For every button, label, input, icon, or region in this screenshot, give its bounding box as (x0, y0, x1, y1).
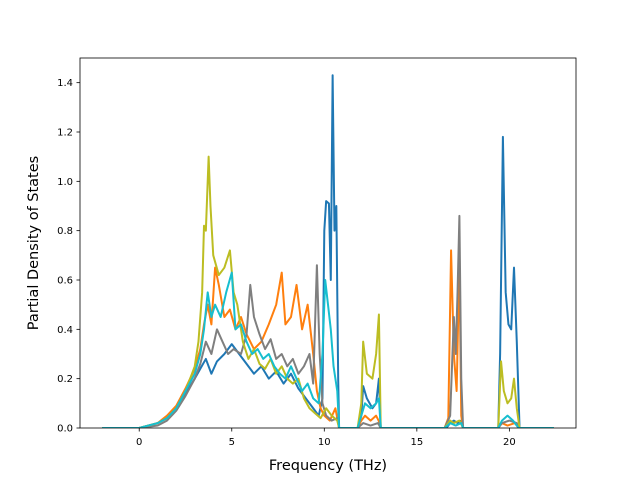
y-tick-label: 0.8 (57, 226, 73, 237)
y-tick-label: 0.0 (57, 424, 73, 435)
x-tick-label: 5 (229, 437, 235, 448)
series-line-5 (102, 271, 554, 428)
y-tick-label: 0.4 (57, 325, 73, 336)
y-tick-label: 0.6 (57, 276, 73, 287)
x-tick-label: 10 (318, 437, 331, 448)
y-axis-label: Partial Density of States (26, 156, 42, 330)
y-tick-label: 1.2 (57, 128, 73, 139)
series-line-1 (102, 74, 554, 428)
series-line-3 (102, 214, 554, 428)
y-tick-label: 0.2 (57, 374, 73, 385)
x-axis-label: Frequency (THz) (269, 458, 387, 474)
x-tick-label: 0 (136, 437, 142, 448)
series-layer (102, 74, 554, 428)
y-axis: 0.0 0.2 0.4 0.6 0.8 1.0 1.2 1.4 (57, 78, 80, 435)
x-axis: 0 5 10 15 20 (136, 428, 516, 448)
series-line-2 (102, 249, 554, 428)
y-tick-label: 1.4 (57, 78, 73, 89)
y-tick-label: 1.0 (57, 177, 73, 188)
x-tick-label: 20 (503, 437, 516, 448)
plot-frame (79, 57, 577, 429)
x-tick-label: 15 (410, 437, 423, 448)
